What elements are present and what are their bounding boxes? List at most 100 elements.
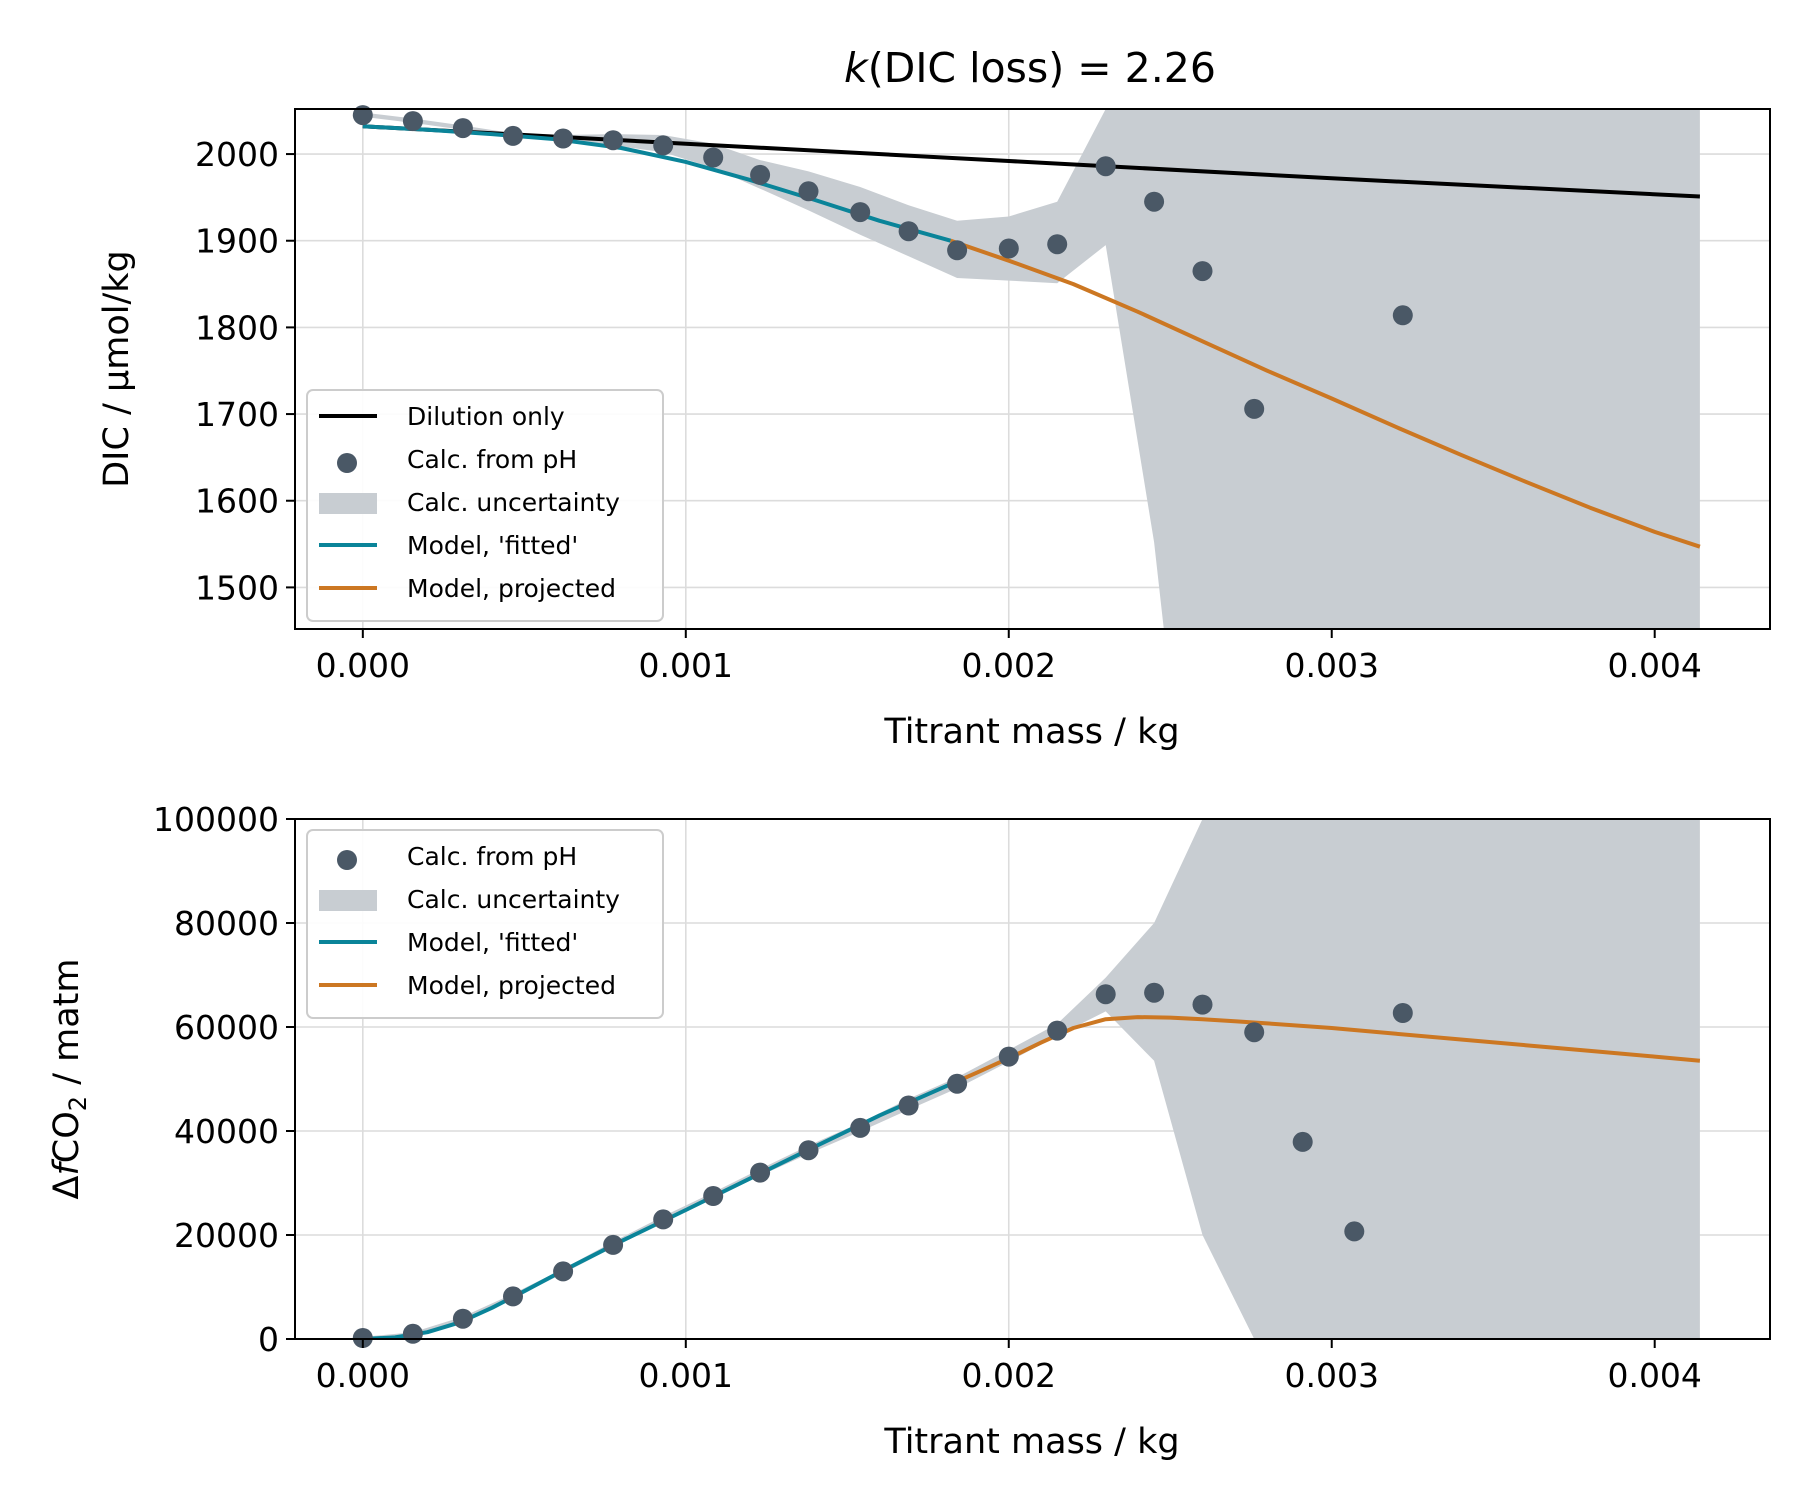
dic-legend-label: Dilution only: [407, 402, 565, 431]
fco2-uncertainty-band: [362, 819, 1700, 1339]
dic-data-point: [1244, 398, 1265, 419]
fco2-legend-label: Calc. from pH: [407, 842, 577, 871]
dic-x-tick-label: 0.000: [316, 646, 410, 685]
dic-data-point: [1392, 305, 1413, 326]
dic-y-tick-label: 1700: [195, 395, 279, 434]
fco2-y-tick-label: 60000: [174, 1008, 279, 1047]
fco2-data-point: [998, 1046, 1019, 1067]
fco2-legend-marker: [337, 850, 357, 870]
dic-data-point: [1144, 191, 1165, 212]
dic-uncertainty-band-area: [362, 109, 1700, 629]
fco2-data-point: [1244, 1022, 1265, 1043]
fco2-data-point: [1047, 1020, 1068, 1041]
fco2-x-tick-label: 0.002: [962, 1356, 1056, 1395]
fco2-data-point: [703, 1186, 724, 1206]
dic-legend-marker: [337, 453, 357, 473]
dic-data-point: [750, 164, 771, 185]
fco2-x-tick-label: 0.003: [1284, 1356, 1378, 1395]
dic-x-tick-label: 0.001: [639, 646, 733, 685]
dic-model-projected-line: [949, 238, 1701, 549]
fco2-legend-label: Calc. uncertainty: [407, 885, 620, 914]
dic-data-point: [1095, 156, 1116, 177]
dic-legend-label: Calc. uncertainty: [407, 488, 620, 517]
dic-data-point: [947, 240, 968, 261]
fco2-y-label-delta: Δ: [47, 1175, 87, 1199]
dic-data-point: [898, 221, 919, 242]
fco2-legend-label: Model, 'fitted': [407, 928, 578, 957]
dic-legend-label: Model, projected: [407, 574, 616, 603]
fco2-legend: Calc. from pH Calc. uncertainty Model, 'fi…: [306, 829, 664, 1019]
fco2-legend-label: Model, projected: [407, 971, 616, 1000]
fco2-data-point: [1292, 1131, 1313, 1152]
fco2-y-axis-label: ΔfCO2 / matm: [47, 959, 92, 1200]
dic-data-point: [553, 128, 574, 149]
dic-legend-swatch: [319, 493, 377, 514]
fco2-panel: 0.000 0.001 0.002 0.003 0.004 0 20000 40000 6000…: [47, 800, 1771, 1462]
dic-y-tick-label: 1500: [195, 568, 279, 607]
dic-legend-label: Model, 'fitted': [407, 531, 578, 560]
dic-x-tick-label: 0.004: [1607, 646, 1701, 685]
dic-data-point: [653, 135, 674, 156]
dic-data-point: [503, 125, 523, 146]
dic-data-point: [798, 181, 819, 202]
fco2-data-point: [947, 1073, 968, 1094]
dic-data-point: [1047, 234, 1068, 255]
fco2-data-point: [402, 1323, 423, 1344]
fco2-uncertainty-band-area: [362, 819, 1700, 1339]
dic-x-axis-label: Titrant mass / kg: [883, 712, 1179, 752]
fco2-legend-swatch: [319, 890, 377, 911]
fco2-data-point: [653, 1209, 674, 1230]
dic-data-point: [603, 130, 624, 151]
dic-data-point: [1192, 261, 1213, 282]
fco2-data-point: [1344, 1221, 1365, 1242]
dic-x-tick-label: 0.003: [1284, 646, 1378, 685]
fco2-ticks: 0.000 0.001 0.002 0.003 0.004 0 20000 40000 6000…: [153, 800, 1702, 1395]
dic-data-point: [998, 238, 1019, 259]
fco2-y-tick-label: 0: [258, 1320, 279, 1359]
dic-data-point: [703, 147, 724, 168]
fco2-y-tick-label: 20000: [174, 1216, 279, 1255]
fco2-data-point: [898, 1095, 919, 1116]
chart-title-italic: k: [844, 44, 870, 92]
chart-title-rest: (DIC loss) = 2.26: [868, 44, 1216, 92]
dic-uncertainty-band: [362, 109, 1700, 629]
dic-data-point: [850, 202, 871, 223]
chart-title: k(DIC loss) = 2.26: [844, 44, 1216, 92]
dic-data-point: [402, 111, 423, 132]
fco2-data-point: [1095, 984, 1116, 1005]
fco2-model-projected-line: [949, 1015, 1701, 1087]
dic-y-tick-label: 1900: [195, 222, 279, 261]
dic-ticks: 0.000 0.001 0.002 0.003 0.004 1500 1600 1700 180…: [195, 135, 1702, 685]
fco2-data-point: [1144, 982, 1165, 1003]
dic-x-tick-label: 0.002: [962, 646, 1056, 685]
fco2-x-axis-label: Titrant mass / kg: [883, 1422, 1179, 1462]
fco2-data-point: [503, 1286, 523, 1307]
fco2-x-tick-label: 0.001: [639, 1356, 733, 1395]
fco2-y-label-sub: 2: [64, 1096, 92, 1111]
fco2-y-tick-label: 40000: [174, 1112, 279, 1151]
fco2-y-tick-label: 100000: [153, 800, 279, 839]
dic-y-tick-label: 2000: [195, 135, 279, 174]
fco2-legend-box: [306, 829, 664, 1019]
dic-y-axis-label: DIC / μmol/kg: [97, 250, 137, 488]
dic-points: [352, 105, 1413, 419]
dic-legend: Dilution only Calc. from pH Calc. uncertai…: [306, 389, 664, 622]
fco2-data-point: [798, 1140, 819, 1161]
dic-y-tick-label: 1800: [195, 308, 279, 347]
fco2-data-point: [603, 1234, 624, 1255]
fco2-x-tick-label: 0.000: [316, 1356, 410, 1395]
fco2-x-tick-label: 0.004: [1607, 1356, 1701, 1395]
fco2-data-point: [553, 1261, 574, 1282]
fco2-y-label-co: CO: [47, 1111, 87, 1163]
dic-y-tick-label: 1600: [195, 482, 279, 521]
fco2-data-point: [850, 1117, 871, 1138]
dic-dilution-only-line: [362, 124, 1700, 199]
dic-panel: 0.000 0.001 0.002 0.003 0.004 1500 1600 1700 180…: [97, 105, 1771, 752]
fco2-data-point: [1192, 994, 1213, 1015]
dic-data-point: [352, 105, 373, 126]
dic-legend-box: [306, 389, 664, 622]
fco2-data-point: [750, 1162, 771, 1183]
dic-axes-frame: [294, 108, 1771, 630]
fco2-data-point: [1392, 1003, 1413, 1023]
